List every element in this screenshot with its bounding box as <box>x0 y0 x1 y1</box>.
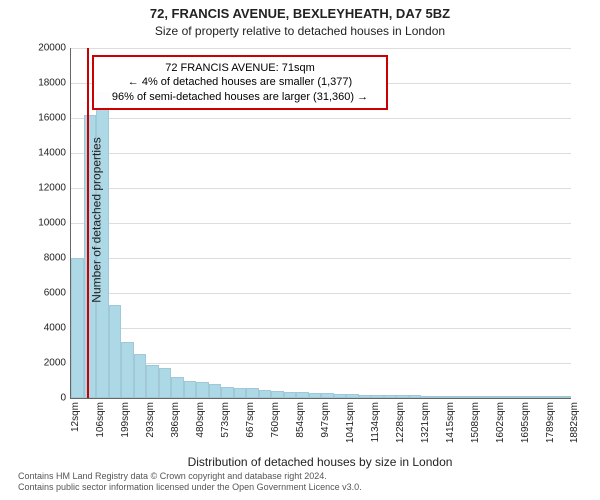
x-tick: 854sqm <box>295 402 306 452</box>
credit-text: Contains HM Land Registry data © Crown c… <box>18 471 362 494</box>
histogram-bar <box>171 377 184 398</box>
histogram-bar <box>471 396 484 398</box>
x-tick: 1041sqm <box>345 402 356 452</box>
y-tick: 16000 <box>26 113 66 124</box>
histogram-bar <box>134 354 147 398</box>
x-tick: 1789sqm <box>545 402 556 452</box>
y-tick: 0 <box>26 393 66 404</box>
x-tick: 1695sqm <box>520 402 531 452</box>
histogram-bar <box>109 305 122 398</box>
histogram-bar <box>359 395 372 399</box>
histogram-bar <box>296 392 309 398</box>
y-tick: 18000 <box>26 78 66 89</box>
y-axis-label: Number of detached properties <box>90 137 104 302</box>
histogram-bar <box>184 381 197 399</box>
annotation-line: 72 FRANCIS AVENUE: 71sqm <box>100 61 380 75</box>
x-axis-label: Distribution of detached houses by size … <box>70 455 570 469</box>
histogram-bar <box>509 396 522 398</box>
x-tick: 386sqm <box>170 402 181 452</box>
histogram-bar <box>71 258 84 398</box>
histogram-bar <box>334 394 347 398</box>
credit-line: Contains public sector information licen… <box>18 482 362 494</box>
histogram-bar <box>271 391 284 398</box>
chart-subtitle: Size of property relative to detached ho… <box>0 24 600 38</box>
histogram-bar <box>434 396 447 398</box>
y-tick: 8000 <box>26 253 66 264</box>
histogram-bar <box>284 392 297 398</box>
histogram-bar <box>321 393 334 398</box>
histogram-bar <box>484 396 497 398</box>
y-tick: 4000 <box>26 323 66 334</box>
histogram-bar <box>496 396 509 398</box>
histogram-bar <box>534 396 547 398</box>
histogram-bar <box>146 365 159 398</box>
y-tick: 10000 <box>26 218 66 229</box>
x-tick: 12sqm <box>70 402 81 452</box>
histogram-bar <box>259 390 272 398</box>
histogram-bar <box>546 396 559 398</box>
histogram-bar <box>309 393 322 398</box>
histogram-bar <box>221 387 234 398</box>
marker-line <box>87 48 89 398</box>
x-tick: 199sqm <box>120 402 131 452</box>
annotation-line: ← 4% of detached houses are smaller (1,3… <box>100 75 380 89</box>
y-tick: 12000 <box>26 183 66 194</box>
histogram-bar <box>196 382 209 398</box>
x-tick: 106sqm <box>95 402 106 452</box>
histogram-bar <box>521 396 534 398</box>
histogram-bar <box>409 395 422 398</box>
x-tick: 760sqm <box>270 402 281 452</box>
credit-line: Contains HM Land Registry data © Crown c… <box>18 471 362 483</box>
y-tick: 20000 <box>26 43 66 54</box>
histogram-bar <box>459 396 472 398</box>
x-tick: 1602sqm <box>495 402 506 452</box>
x-tick: 1508sqm <box>470 402 481 452</box>
x-tick: 293sqm <box>145 402 156 452</box>
chart-container: 72, FRANCIS AVENUE, BEXLEYHEATH, DA7 5BZ… <box>0 0 600 500</box>
x-tick: 667sqm <box>245 402 256 452</box>
histogram-bar <box>559 396 572 398</box>
histogram-bar <box>421 396 434 398</box>
histogram-bar <box>384 395 397 398</box>
x-tick: 1415sqm <box>445 402 456 452</box>
histogram-bar <box>246 388 259 398</box>
y-tick: 14000 <box>26 148 66 159</box>
histogram-bar <box>121 342 134 398</box>
x-tick: 480sqm <box>195 402 206 452</box>
annotation-line: 96% of semi-detached houses are larger (… <box>100 90 380 104</box>
chart-title: 72, FRANCIS AVENUE, BEXLEYHEATH, DA7 5BZ <box>0 6 600 21</box>
histogram-bar <box>234 388 247 399</box>
histogram-bar <box>159 368 172 398</box>
x-tick: 1321sqm <box>420 402 431 452</box>
annotation-box: 72 FRANCIS AVENUE: 71sqm← 4% of detached… <box>92 55 388 110</box>
x-tick: 1882sqm <box>569 402 580 452</box>
x-tick: 573sqm <box>220 402 231 452</box>
histogram-bar <box>371 395 384 398</box>
histogram-bar <box>346 394 359 398</box>
histogram-bar <box>209 384 222 398</box>
histogram-bar <box>446 396 459 398</box>
histogram-bar <box>396 395 409 398</box>
x-tick: 1228sqm <box>395 402 406 452</box>
x-tick: 947sqm <box>320 402 331 452</box>
x-tick: 1134sqm <box>370 402 381 452</box>
y-tick: 6000 <box>26 288 66 299</box>
y-tick: 2000 <box>26 358 66 369</box>
